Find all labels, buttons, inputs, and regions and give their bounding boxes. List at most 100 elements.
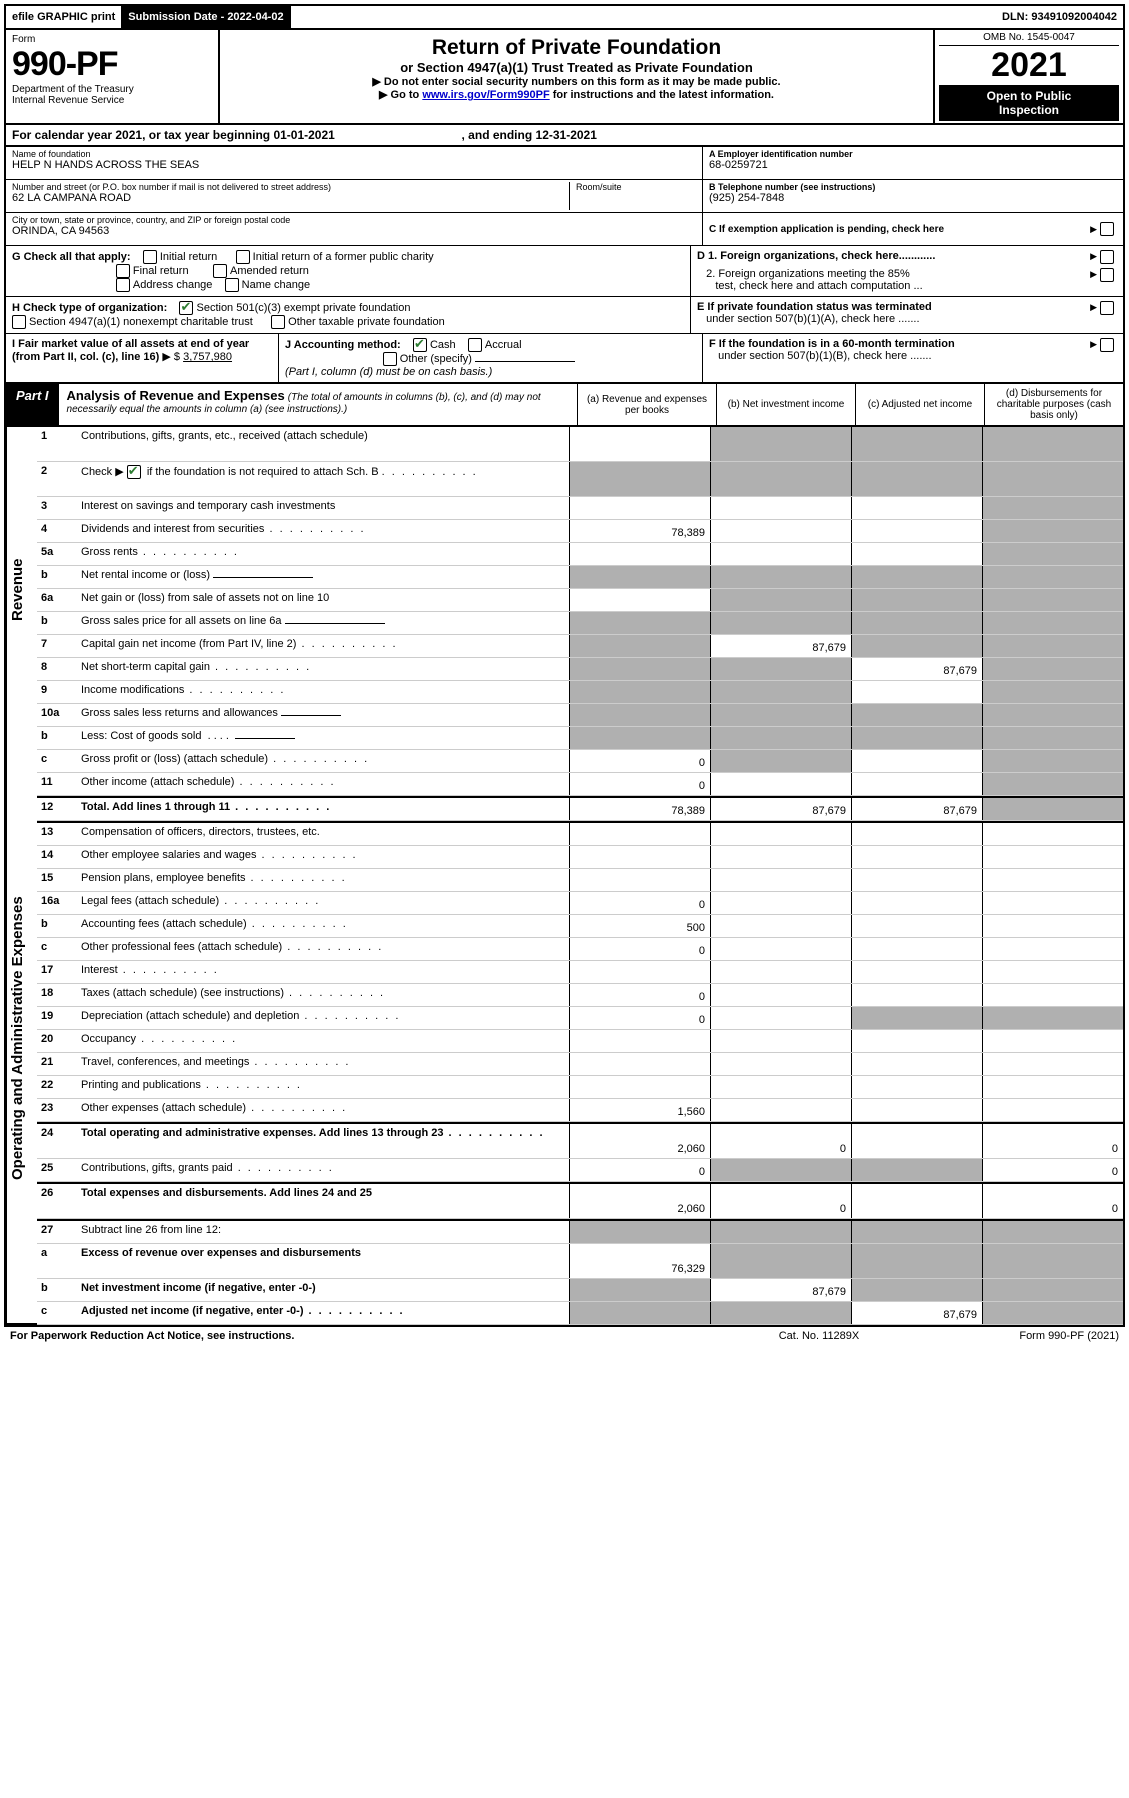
phone-label: B Telephone number (see instructions) [709,182,1117,192]
line-12: 12 Total. Add lines 1 through 11 78,389 … [37,796,1123,821]
g-final-checkbox[interactable] [116,264,130,278]
line-2: 2 Check ▶ if the foundation is not requi… [37,462,1123,497]
omb-number: OMB No. 1545-0047 [939,32,1119,46]
line-16a: 16a Legal fees (attach schedule) 0 [37,892,1123,915]
addr-row: Number and street (or P.O. box number if… [6,180,702,213]
irs-link[interactable]: www.irs.gov/Form990PF [422,89,549,101]
form-title: Return of Private Foundation [230,36,923,60]
line-13: 13 Compensation of officers, directors, … [37,821,1123,846]
form-note-2: ▶ Go to www.irs.gov/Form990PF for instru… [230,88,923,101]
g-initial-checkbox[interactable] [143,250,157,264]
box-d: D 1. Foreign organizations, check here..… [690,246,1123,297]
room-label: Room/suite [576,182,696,192]
f1: F If the foundation is in a 60-month ter… [709,338,955,350]
line-9: 9 Income modifications [37,681,1123,704]
g-amended-checkbox[interactable] [213,264,227,278]
foundation-city: ORINDA, CA 94563 [12,225,696,237]
l2-checkbox[interactable] [127,465,141,479]
line-25: 25 Contributions, gifts, grants paid 0 0 [37,1159,1123,1182]
arrow-icon [1090,224,1097,235]
part-1-label: Part I [6,384,59,425]
j-label: J Accounting method: [285,339,401,351]
line-15: 15 Pension plans, employee benefits [37,869,1123,892]
line-5a: 5a Gross rents [37,543,1123,566]
line-7: 7 Capital gain net income (from Part IV,… [37,635,1123,658]
g-label: G Check all that apply: [12,251,131,263]
j-other-checkbox[interactable] [383,352,397,366]
footer-left: For Paperwork Reduction Act Notice, see … [10,1330,719,1342]
g-address-checkbox[interactable] [116,278,130,292]
line-16b: b Accounting fees (attach schedule) 500 [37,915,1123,938]
phone-cell: B Telephone number (see instructions) (9… [703,180,1123,213]
line-14: 14 Other employee salaries and wages [37,846,1123,869]
col-a-head: (a) Revenue and expenses per books [577,384,716,425]
col-c-head: (c) Adjusted net income [855,384,984,425]
form-title-block: Return of Private Foundation or Section … [220,30,933,123]
col-d-head: (d) Disbursements for charitable purpose… [984,384,1123,425]
ein-label: A Employer identification number [709,149,1117,159]
c-label: C If exemption application is pending, c… [709,224,1087,235]
ein-cell: A Employer identification number 68-0259… [703,147,1123,180]
line-24: 24 Total operating and administrative ex… [37,1122,1123,1159]
dln-label: DLN: 93491092004042 [996,6,1123,28]
line-21: 21 Travel, conferences, and meetings [37,1053,1123,1076]
spacer [291,6,996,28]
box-i: I Fair market value of all assets at end… [6,334,279,382]
g-name-checkbox[interactable] [225,278,239,292]
d2a: 2. Foreign organizations meeting the 85% [706,268,910,280]
j-accrual-checkbox[interactable] [468,338,482,352]
line-27a: a Excess of revenue over expenses and di… [37,1244,1123,1279]
g-initial-former-checkbox[interactable] [236,250,250,264]
note2-post: for instructions and the latest informat… [550,89,774,101]
top-bar: efile GRAPHIC print Submission Date - 20… [4,4,1125,30]
line-18: 18 Taxes (attach schedule) (see instruct… [37,984,1123,1007]
line-11: 11 Other income (attach schedule) 0 [37,773,1123,796]
page-footer: For Paperwork Reduction Act Notice, see … [4,1327,1125,1345]
line-4: 4 Dividends and interest from securities… [37,520,1123,543]
arrow-icon [1090,301,1097,325]
e1: E If private foundation status was termi… [697,301,932,313]
h-4947-checkbox[interactable] [12,315,26,329]
e-checkbox[interactable] [1100,301,1114,315]
arrow-icon [1090,268,1097,292]
footer-form: Form 990-PF (2021) [919,1330,1119,1342]
h-label: H Check type of organization: [12,302,167,314]
open-to-public: Open to Public Inspection [939,85,1119,121]
c-cell: C If exemption application is pending, c… [703,213,1123,246]
col-b-head: (b) Net investment income [716,384,855,425]
foundation-name: HELP N HANDS ACROSS THE SEAS [12,159,696,171]
line-19: 19 Depreciation (attach schedule) and de… [37,1007,1123,1030]
section-h-e: H Check type of organization: Section 50… [4,297,1125,334]
section-g-d: G Check all that apply: Initial return I… [4,246,1125,297]
box-g: G Check all that apply: Initial return I… [6,246,690,297]
part-1-header: Part I Analysis of Revenue and Expenses … [4,384,1125,427]
line-27: 27 Subtract line 26 from line 12: [37,1219,1123,1244]
c-checkbox[interactable] [1100,222,1114,236]
part-1-table: Revenue Operating and Administrative Exp… [4,427,1125,1327]
arrow-icon [1090,250,1097,264]
line-6b: b Gross sales price for all assets on li… [37,612,1123,635]
d2-checkbox[interactable] [1100,268,1114,282]
j-cash-checkbox[interactable] [413,338,427,352]
i-value: 3,757,980 [183,351,232,363]
j-note: (Part I, column (d) must be on cash basi… [285,366,492,378]
d1-checkbox[interactable] [1100,250,1114,264]
footer-cat: Cat. No. 11289X [719,1330,919,1342]
dept-2: Internal Revenue Service [12,95,212,106]
h-other-checkbox[interactable] [271,315,285,329]
f-checkbox[interactable] [1100,338,1114,352]
h-501c3-checkbox[interactable] [179,301,193,315]
form-year-block: OMB No. 1545-0047 2021 Open to Public In… [933,30,1123,123]
efile-label: efile GRAPHIC print [6,6,122,28]
line-10c: c Gross profit or (loss) (attach schedul… [37,750,1123,773]
line-8: 8 Net short-term capital gain 87,679 [37,658,1123,681]
form-subtitle: or Section 4947(a)(1) Trust Treated as P… [230,60,923,75]
line-17: 17 Interest [37,961,1123,984]
part-1-desc: Analysis of Revenue and Expenses (The to… [59,384,577,425]
city-cell: City or town, state or province, country… [6,213,702,246]
cal-a: For calendar year 2021, or tax year begi… [12,128,335,142]
calendar-year-row: For calendar year 2021, or tax year begi… [4,125,1125,147]
part-1-title: Analysis of Revenue and Expenses [67,388,285,403]
expenses-label: Operating and Administrative Expenses [6,753,37,1325]
line-10b: b Less: Cost of goods sold . . . . [37,727,1123,750]
